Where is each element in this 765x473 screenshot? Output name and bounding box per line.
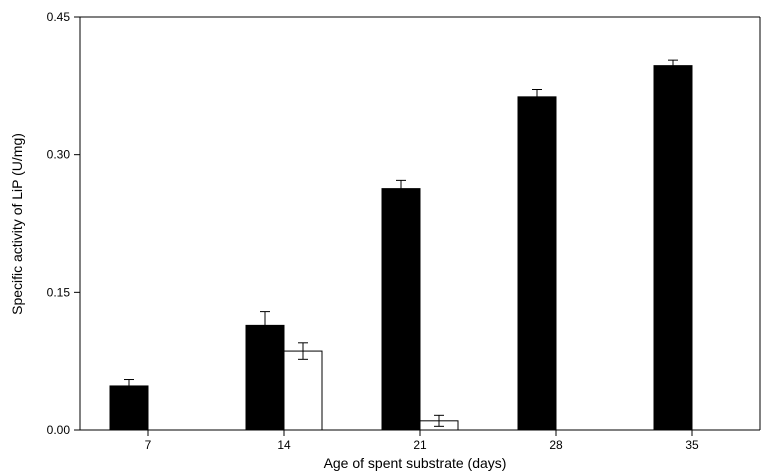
x-axis-title: Age of spent substrate (days) bbox=[324, 455, 507, 471]
bar-series-2 bbox=[283, 350, 323, 431]
x-tick-label: 7 bbox=[145, 438, 152, 452]
x-tick-label: 35 bbox=[685, 438, 699, 452]
y-axis-title: Specific activity of LiP (U/mg) bbox=[9, 133, 25, 315]
y-tick-label: 0.45 bbox=[47, 10, 71, 24]
x-tick-label: 21 bbox=[413, 438, 427, 452]
bar-series-1 bbox=[245, 324, 285, 431]
error-bars-group bbox=[124, 59, 678, 427]
bar-series-1 bbox=[381, 188, 421, 431]
bars-group bbox=[109, 65, 693, 431]
x-ticks-group: 7 14 21 28 35 bbox=[145, 430, 699, 452]
bar-series-1 bbox=[653, 65, 693, 431]
bar-series-1 bbox=[109, 385, 149, 431]
y-tick-label: 0.00 bbox=[47, 423, 71, 437]
y-tick-label: 0.30 bbox=[47, 148, 71, 162]
y-ticks-group: 0.00 0.15 0.30 0.45 bbox=[47, 10, 80, 437]
y-tick-label: 0.15 bbox=[47, 285, 71, 299]
x-tick-label: 14 bbox=[277, 438, 291, 452]
x-tick-label: 28 bbox=[549, 438, 563, 452]
bar-series-1 bbox=[517, 96, 557, 431]
